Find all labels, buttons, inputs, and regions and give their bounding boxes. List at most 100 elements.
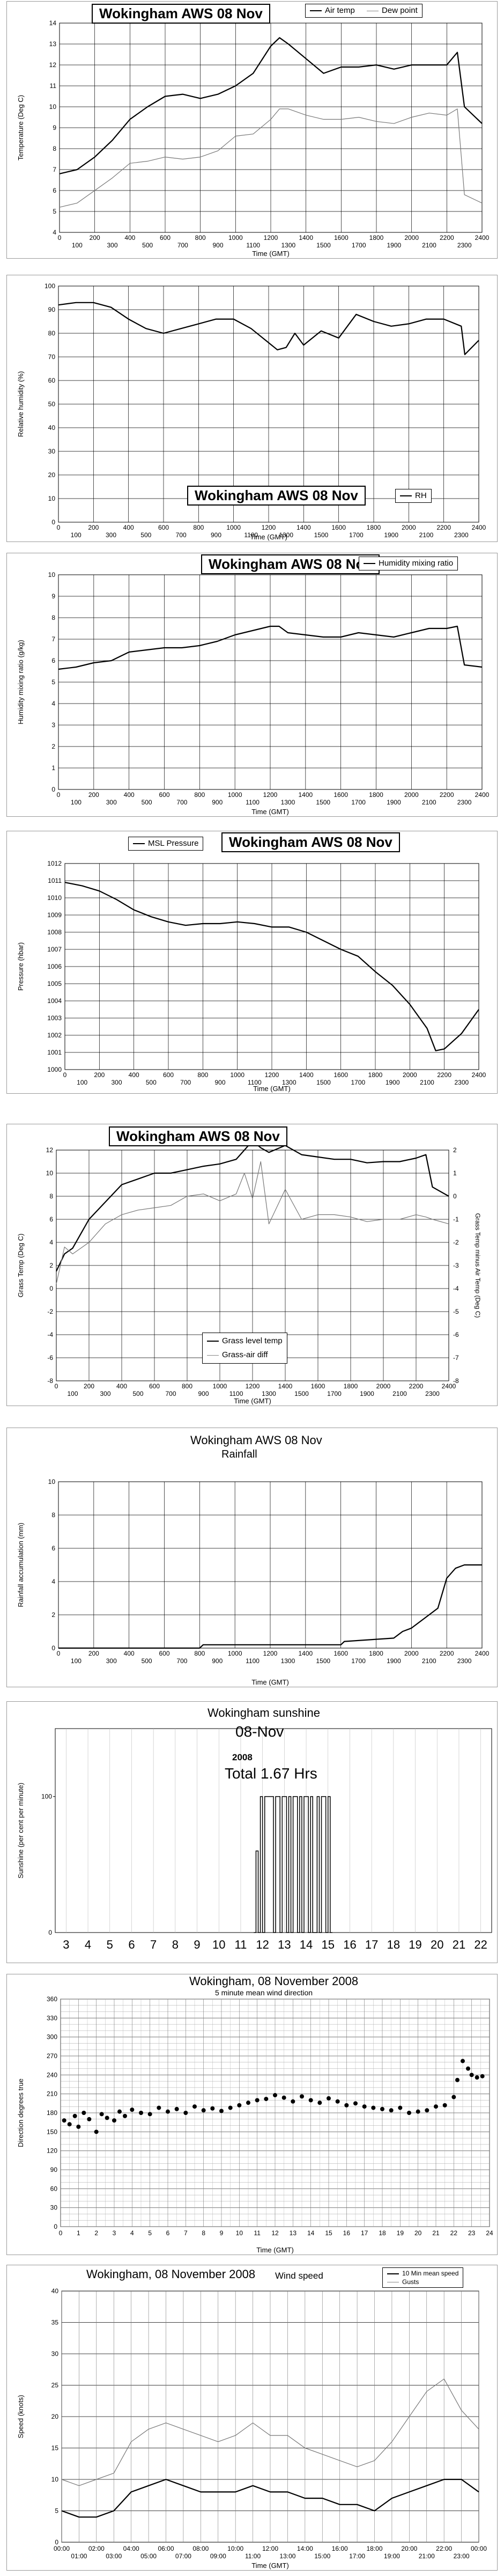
chart-title: Wokingham AWS 08 Nov: [221, 832, 400, 852]
x-tick-label: 1700: [351, 1657, 366, 1665]
x-tick-label: 0: [57, 791, 61, 799]
series-line-gusts: [61, 2379, 479, 2486]
y-tick-label: 100: [45, 282, 55, 290]
chart-legend: Air temp Dew point: [305, 4, 423, 18]
y-tick-label: 60: [50, 2185, 58, 2192]
x-tick-label: 9: [194, 1938, 200, 1951]
x-tick-label: 400: [124, 1650, 135, 1657]
y-tick-label: 10: [51, 2476, 59, 2483]
x-tick-label: 200: [84, 1382, 94, 1390]
x-tick-label: 1800: [369, 791, 383, 799]
x-tick-label: 2400: [475, 234, 490, 241]
y-tick-label: 5: [51, 678, 55, 686]
x-tick-label: 1400: [297, 524, 311, 531]
y-tick-label: 1011: [48, 877, 62, 884]
x-tick-label: 1700: [352, 241, 366, 249]
chart-wspd-svg: 051015202530354000:0001:0002:0003:0004:0…: [17, 2287, 487, 2570]
x-tick-label: 200: [90, 234, 100, 241]
data-point: [451, 2095, 456, 2099]
y-tick-label: 1005: [47, 980, 62, 987]
x-tick-label: 300: [106, 531, 116, 539]
legend-label-gusts: Gusts: [402, 2278, 419, 2286]
data-point: [362, 2104, 367, 2109]
y-tick-label: 35: [51, 2319, 59, 2326]
y-tick-label: 70: [48, 353, 56, 361]
y-tick-label: 6: [51, 1545, 55, 1552]
x-tick-label: 05:00: [140, 2552, 157, 2560]
y-axis-label: Sunshine (per cent per minute): [17, 1783, 25, 1878]
x-tick-label: 500: [142, 241, 153, 249]
x-tick-label: 15: [325, 2229, 332, 2237]
x-tick-label: 2100: [422, 241, 436, 249]
x-tick-label: 18: [387, 1938, 400, 1951]
y-tick-label: 0: [48, 1929, 52, 1936]
y-axis-label: Rainfall accumulation (mm): [17, 1523, 25, 1607]
x-tick-label: 2: [94, 2229, 98, 2237]
x-tick-label: 200: [94, 1071, 105, 1079]
chart-pressure-svg: 1000100110021003100410051006100710081009…: [17, 860, 486, 1093]
data-point: [157, 2105, 161, 2110]
x-tick-label: 14: [300, 1938, 313, 1951]
data-point: [281, 2095, 286, 2100]
x-tick-label: 900: [198, 1390, 209, 1397]
x-tick-label: 2100: [422, 799, 436, 806]
x-tick-label: 1400: [299, 234, 313, 241]
y-tick-label: 1003: [47, 1014, 62, 1022]
x-tick-label: 1500: [316, 799, 330, 806]
y-tick-label: 40: [48, 424, 56, 431]
x-tick-label: 2300: [457, 1657, 472, 1665]
data-point: [291, 2099, 295, 2104]
legend-label-dew-point: Dew point: [382, 6, 418, 15]
x-tick-label: 0: [55, 1382, 58, 1390]
legend-row-mean: 10 Min mean speed: [387, 2269, 458, 2278]
y-tick-label: 25: [51, 2382, 59, 2389]
x-tick-label: 700: [180, 1079, 191, 1086]
x-tick-label: 100: [72, 241, 83, 249]
y-tick-label: 15: [51, 2445, 59, 2452]
x-tick-label: 19: [397, 2229, 404, 2237]
data-point: [174, 2106, 179, 2111]
chart-wind-speed: 0 5 10 15 20 25 30 35 40 00:00 01:00 02:00 03:00 04:0…: [6, 2265, 498, 2571]
x-tick-label: 12:00: [262, 2545, 278, 2552]
y2-tick-label: -2: [453, 1239, 459, 1246]
chart-temperature: 4 5 6 7 8 9 10 11 12 13 14 100 300 500 700 900 1100 1300 1…: [6, 1, 498, 259]
y2-tick-label: -4: [453, 1285, 459, 1292]
chart-wind-direction: 0 30 60 90 120 150 180 210 240 270 300 330 360 0 1 2 3 4 5…: [6, 1974, 498, 2255]
x-tick-label: 1100: [244, 531, 258, 539]
chart-total: Total 1.67 Hrs: [225, 1765, 317, 1782]
y-tick-label: 12: [49, 61, 57, 69]
data-point: [62, 2118, 66, 2123]
x-tick-label: 2000: [403, 1071, 417, 1079]
y-tick-label: 0: [49, 1285, 53, 1292]
x-tick-label: 700: [177, 241, 188, 249]
x-tick-label: 15: [322, 1938, 335, 1951]
x-axis-label: Time (GMT): [256, 2246, 294, 2254]
legend-swatch-air-temp: [310, 10, 322, 12]
x-tick-label: 09:00: [210, 2552, 226, 2560]
x-tick-label: 400: [123, 524, 134, 531]
x-tick-label: 16: [343, 2229, 351, 2237]
x-tick-label: 2400: [475, 1650, 490, 1657]
x-tick-label: 16:00: [332, 2545, 348, 2552]
data-point: [76, 2124, 81, 2129]
x-tick-label: 1300: [282, 1079, 297, 1086]
x-tick-label: 2300: [457, 799, 472, 806]
x-tick-label: 03:00: [106, 2552, 122, 2560]
x-tick-label: 500: [140, 531, 151, 539]
legend-label-msl-pressure: MSL Pressure: [148, 839, 199, 848]
y-tick-label: 2: [49, 1262, 53, 1269]
data-point: [353, 2101, 358, 2106]
x-axis-label: Time (GMT): [250, 533, 287, 541]
y-axis-label: Speed (knots): [17, 2395, 25, 2439]
chart-title: Wokingham sunshine: [207, 1706, 320, 1720]
data-point: [67, 2122, 72, 2127]
data-point: [475, 2075, 479, 2080]
x-tick-label: 2000: [376, 1382, 391, 1390]
data-point: [371, 2105, 376, 2110]
y-tick-label: 100: [41, 1793, 52, 1801]
legend-swatch-grass-level: [207, 1341, 219, 1342]
x-tick-label: 07:00: [175, 2552, 191, 2560]
x-tick-label: 10:00: [227, 2545, 243, 2552]
